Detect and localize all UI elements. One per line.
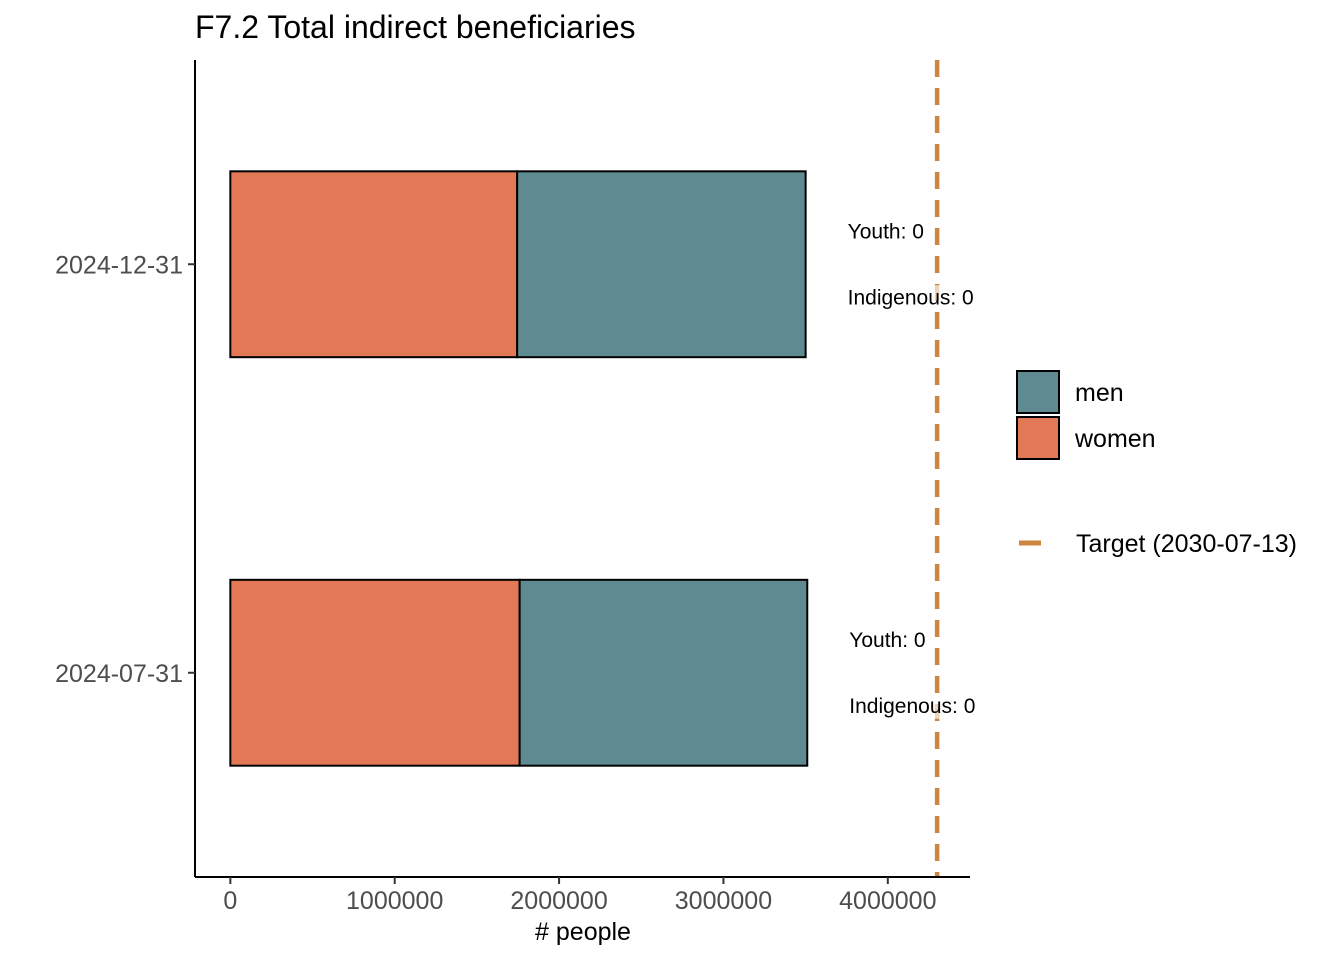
x-tick-label-0: 0 (223, 887, 237, 915)
plot-area: Youth: 0 Indigenous: 0 Youth: 0 Indigenous:… (55, 60, 978, 915)
annotation-bg-2024-12-31-1 (845, 285, 976, 311)
x-tick-label-2000000: 2000000 (510, 887, 607, 915)
annotation-bg-2024-07-31-1 (847, 693, 978, 719)
legend-key-women (1016, 416, 1060, 460)
annotation-2024-12-31-0: Youth: 0 (848, 220, 924, 243)
annotation-bg-2024-07-31-0 (847, 627, 928, 653)
y-tick-label-2024-12-31: 2024-12-31 (55, 251, 183, 279)
chart-title: F7.2 Total indirect beneficiaries (195, 9, 636, 45)
annotation-bg-2024-12-31-0 (845, 219, 926, 245)
legend-label-women: women (1074, 425, 1156, 453)
legend-key-men (1016, 370, 1060, 414)
annotation-2024-12-31-1: Indigenous: 0 (848, 286, 974, 309)
legend: men women Target (2030-07-13) (1016, 370, 1297, 558)
x-tick-label-4000000: 4000000 (839, 887, 936, 915)
y-tick-label-2024-07-31: 2024-07-31 (55, 660, 183, 688)
legend-label-men: men (1075, 379, 1124, 407)
x-tick-label-3000000: 3000000 (675, 887, 772, 915)
annotation-2024-07-31-1: Indigenous: 0 (849, 695, 975, 718)
annotation-2024-07-31-0: Youth: 0 (849, 629, 925, 652)
x-tick-label-1000000: 1000000 (346, 887, 443, 915)
legend-label-target: Target (2030-07-13) (1076, 530, 1297, 558)
x-axis-title: # people (535, 918, 631, 946)
bar-women-2024-12-31 (229, 170, 519, 359)
bar-men-2024-07-31 (518, 578, 809, 767)
bar-men-2024-12-31 (516, 170, 807, 359)
bar-women-2024-07-31 (229, 578, 521, 767)
